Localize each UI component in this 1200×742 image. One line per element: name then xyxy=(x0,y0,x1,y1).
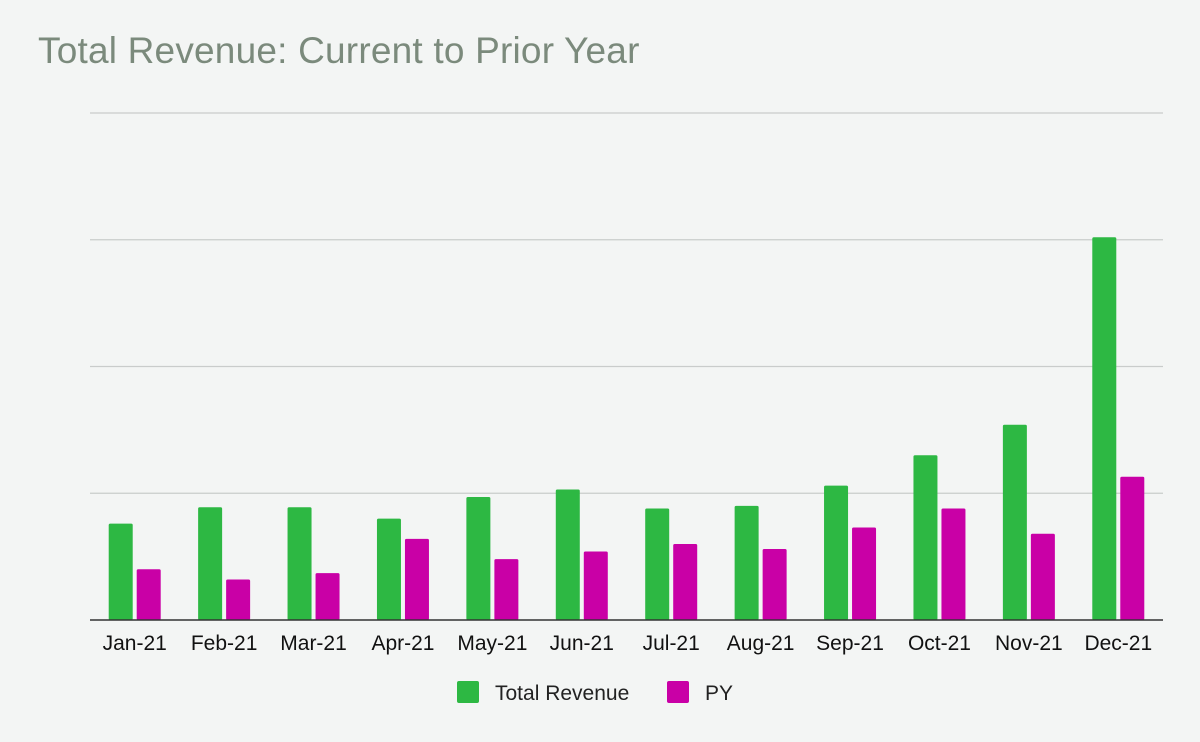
x-tick-label: Jan-21 xyxy=(103,632,167,655)
x-tick-label: Aug-21 xyxy=(727,632,795,655)
bar-total-revenue xyxy=(913,455,938,620)
bar-py xyxy=(583,551,608,620)
bar-py xyxy=(762,549,787,620)
bar-total-revenue xyxy=(376,518,401,620)
bar-py xyxy=(1120,476,1145,620)
legend-label-1: PY xyxy=(705,682,733,705)
bar-total-revenue xyxy=(734,505,759,620)
bar-py xyxy=(136,569,161,620)
x-tick-label: Dec-21 xyxy=(1084,632,1152,655)
bar-py xyxy=(315,573,340,620)
x-tick-label: May-21 xyxy=(457,632,527,655)
bar-py xyxy=(1030,533,1055,620)
bar-total-revenue xyxy=(1002,424,1027,620)
x-tick-label: Apr-21 xyxy=(371,632,434,655)
bar-total-revenue xyxy=(824,485,849,620)
x-tick-label: Nov-21 xyxy=(995,632,1063,655)
x-tick-label: Jun-21 xyxy=(550,632,614,655)
bar-total-revenue xyxy=(1092,237,1117,620)
chart-title: Total Revenue: Current to Prior Year xyxy=(38,30,640,71)
bar-py xyxy=(404,538,429,620)
x-tick-label: Oct-21 xyxy=(908,632,971,655)
bar-total-revenue xyxy=(555,489,580,620)
x-tick-label: Feb-21 xyxy=(191,632,258,655)
legend-label-0: Total Revenue xyxy=(495,682,629,705)
legend-swatch-0 xyxy=(457,681,479,703)
bar-py xyxy=(941,508,966,620)
bar-total-revenue xyxy=(198,507,223,620)
x-tick-label: Sep-21 xyxy=(816,632,884,655)
bar-total-revenue xyxy=(287,507,312,620)
bar-py xyxy=(852,527,877,620)
x-tick-label: Mar-21 xyxy=(280,632,347,655)
bar-py xyxy=(494,559,519,620)
bar-total-revenue xyxy=(645,508,670,620)
x-tick-label: Jul-21 xyxy=(643,632,700,655)
legend-swatch-1 xyxy=(667,681,689,703)
bar-total-revenue xyxy=(466,497,491,620)
bar-py xyxy=(673,543,698,620)
bar-py xyxy=(226,579,251,620)
bar-total-revenue xyxy=(108,523,133,620)
